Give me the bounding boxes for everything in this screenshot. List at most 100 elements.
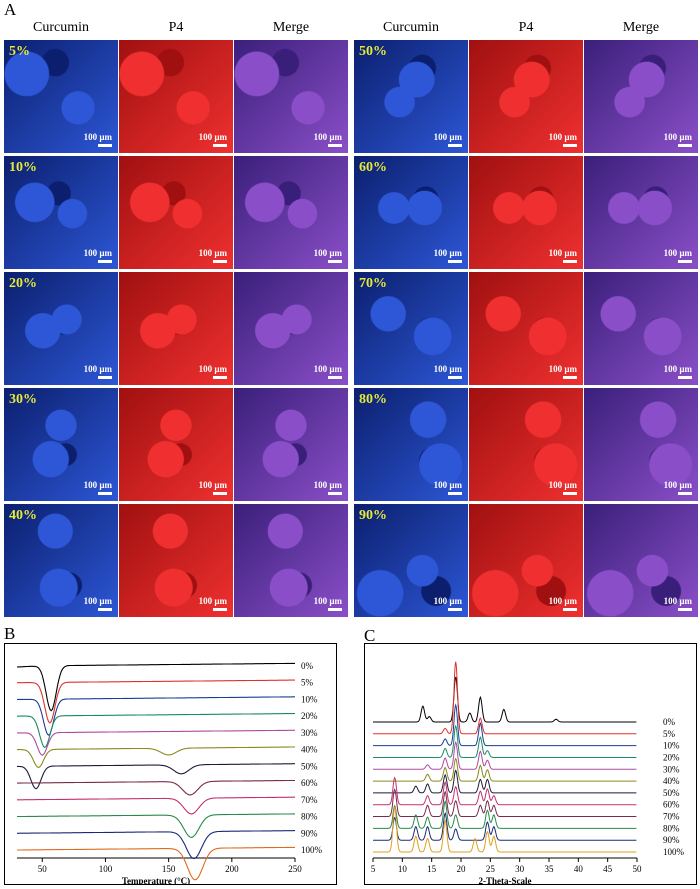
scale-bar: 100 µm	[84, 364, 112, 379]
scale-bar-line	[678, 144, 692, 147]
micrograph-curcumin: 90% 100 µm	[354, 504, 468, 617]
scale-bar: 100 µm	[84, 248, 112, 263]
dsc-curve	[17, 779, 295, 796]
dsc-curve	[16, 662, 295, 712]
concentration-label: 90%	[359, 508, 387, 523]
micrograph-p4: 100 µm	[119, 156, 233, 269]
scale-bar: 100 µm	[199, 248, 227, 263]
scale-bar-line	[563, 376, 577, 379]
micrograph-curcumin: 60% 100 µm	[354, 156, 468, 269]
column-header-merge: Merge	[272, 20, 310, 35]
scale-bar: 100 µm	[314, 248, 342, 263]
scale-bar-line	[98, 260, 112, 263]
micrograph-merge: 100 µm	[584, 156, 698, 269]
dsc-plot-frame: 50 100 150 200 250 Temperature (°C) 0% 5% 10% 20%…	[4, 643, 337, 886]
x-tick-label: 200	[225, 864, 239, 874]
scale-bar-line	[328, 492, 342, 495]
scale-bar: 100 µm	[199, 596, 227, 611]
scale-bar-label: 100 µm	[548, 248, 577, 258]
series-label: 40%	[301, 745, 318, 755]
scale-bar: 100 µm	[84, 480, 112, 495]
scale-bar-label: 100 µm	[83, 132, 112, 142]
x-axis-label: 2-Theta-Scale	[479, 876, 532, 884]
x-tick-label: 50	[38, 864, 48, 874]
scale-bar-label: 100 µm	[433, 132, 462, 142]
micrograph-curcumin: 10% 100 µm	[4, 156, 118, 269]
micrograph-merge: 100 µm	[584, 40, 698, 153]
concentration-label: 50%	[359, 44, 387, 59]
dsc-curve	[17, 729, 295, 756]
xrd-pattern	[373, 661, 637, 735]
scale-bar: 100 µm	[199, 364, 227, 379]
micrograph-curcumin: 80% 100 µm	[354, 388, 468, 501]
scale-bar-line	[213, 492, 227, 495]
scale-bar-line	[213, 376, 227, 379]
scale-bar-label: 100 µm	[83, 480, 112, 490]
scale-bar-line	[678, 492, 692, 495]
series-label: 60%	[301, 778, 318, 788]
dsc-curve	[16, 696, 295, 736]
series-label: 80%	[301, 812, 318, 822]
scale-bar: 100 µm	[434, 248, 462, 263]
scale-bar-label: 100 µm	[313, 248, 342, 258]
series-label: 40%	[663, 776, 680, 786]
scale-bar: 100 µm	[434, 132, 462, 147]
scale-bar-line	[328, 144, 342, 147]
series-label: 10%	[301, 694, 318, 704]
scale-bar-line	[448, 608, 462, 611]
scale-bar: 100 µm	[664, 596, 692, 611]
scale-bar: 100 µm	[549, 132, 577, 147]
micrograph-p4: 100 µm	[119, 388, 233, 501]
scale-bar-line	[563, 608, 577, 611]
micrograph-p4: 100 µm	[469, 40, 583, 153]
scale-bar-line	[98, 492, 112, 495]
scale-bar-label: 100 µm	[548, 132, 577, 142]
panel-c-letter: C	[364, 626, 376, 645]
scale-bar-line	[448, 376, 462, 379]
scale-bar-label: 100 µm	[433, 596, 462, 606]
panel-a-letter: A	[4, 0, 17, 19]
micrograph-merge: 100 µm	[234, 388, 348, 501]
series-label: 70%	[663, 812, 680, 822]
scale-bar-line	[448, 492, 462, 495]
scale-bar-line	[448, 260, 462, 263]
dsc-curve	[17, 796, 295, 815]
scale-bar: 100 µm	[199, 132, 227, 147]
micrograph-p4: 100 µm	[469, 156, 583, 269]
dsc-curve	[17, 830, 295, 860]
x-tick-label: 250	[288, 864, 302, 874]
series-label: 80%	[663, 823, 680, 833]
micrograph-merge: 100 µm	[584, 388, 698, 501]
xrd-pattern	[373, 788, 637, 817]
micrograph-p4: 100 µm	[119, 40, 233, 153]
dsc-curve	[17, 763, 295, 790]
column-header-p4: P4	[518, 20, 534, 35]
micrograph-p4: 100 µm	[119, 504, 233, 617]
micrograph-p4: 100 µm	[469, 272, 583, 385]
micrograph-curcumin: 40% 100 µm	[4, 504, 118, 617]
x-tick-label: 100	[99, 864, 113, 874]
column-header-curcumin: Curcumin	[33, 20, 89, 35]
x-axis-label: Temperature (°C)	[122, 876, 190, 884]
series-label: 50%	[663, 788, 680, 798]
scale-bar-line	[213, 260, 227, 263]
xrd-pattern	[373, 724, 637, 758]
series-label: 90%	[301, 828, 318, 838]
scale-bar-label: 100 µm	[198, 248, 227, 258]
series-label: 0%	[301, 661, 314, 671]
x-tick-label: 35	[545, 864, 555, 874]
dsc-curve	[17, 712, 296, 749]
xrd-pattern	[373, 811, 637, 841]
panel-b-letter: B	[4, 624, 16, 643]
micrograph-p4: 100 µm	[469, 504, 583, 617]
micrograph-p4: 100 µm	[469, 388, 583, 501]
xrd-pattern	[373, 703, 637, 747]
scale-bar-label: 100 µm	[663, 248, 692, 258]
xrd-chart: 5 10 15 20 25 30 35 40 45 50 2-Theta-Scale 0% 5% 10%2…	[371, 661, 685, 886]
scale-bar-line	[98, 608, 112, 611]
scale-bar-label: 100 µm	[83, 364, 112, 374]
scale-bar: 100 µm	[664, 132, 692, 147]
scale-bar-label: 100 µm	[198, 364, 227, 374]
micrograph-curcumin: 70% 100 µm	[354, 272, 468, 385]
micrograph-curcumin: 20% 100 µm	[4, 272, 118, 385]
